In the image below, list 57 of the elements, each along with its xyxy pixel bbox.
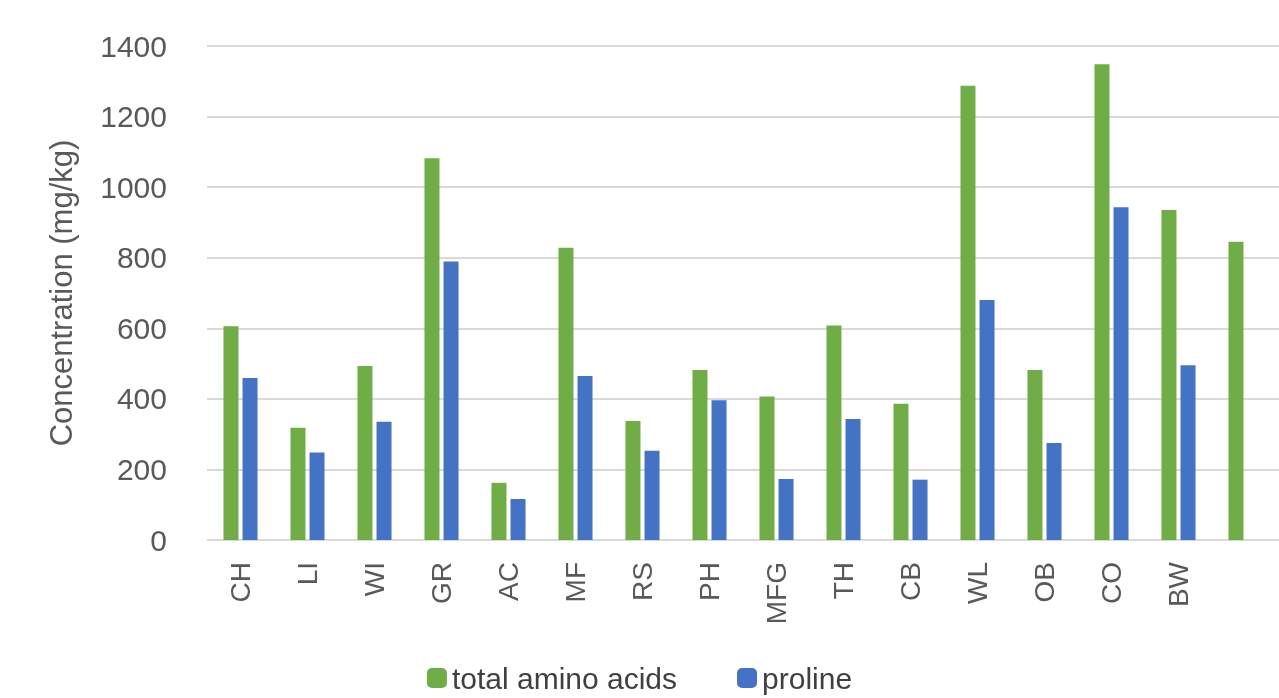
bar [376, 421, 392, 540]
y-tick-label: 1400 [100, 29, 167, 63]
x-tick-label: CH [225, 562, 256, 603]
bar [443, 261, 459, 540]
bar [357, 366, 373, 540]
bar [759, 396, 775, 540]
bar [223, 326, 239, 540]
x-tick-label: OB [1029, 562, 1060, 603]
bar [912, 479, 928, 540]
y-tick-label: 0 [150, 523, 167, 557]
bar [510, 499, 526, 540]
y-tick-label: 800 [116, 241, 167, 275]
bar [778, 478, 794, 540]
bar [309, 452, 325, 540]
y-tick-label: 200 [116, 452, 167, 486]
bar [1027, 369, 1043, 540]
bar [424, 158, 440, 540]
x-tick-label: WI [359, 562, 390, 597]
bar [845, 418, 861, 540]
y-axis-title: Concentration (mg/kg) [44, 139, 79, 447]
bar [242, 378, 258, 540]
x-tick-label: TH [828, 562, 859, 600]
y-tick-label: 1200 [100, 100, 167, 134]
bar [1046, 442, 1062, 540]
bar [692, 369, 708, 540]
bar [893, 403, 909, 540]
bar [1228, 241, 1244, 540]
bar [644, 450, 660, 540]
x-tick-label: PH [694, 562, 725, 601]
legend-label: total amino acids [451, 661, 678, 695]
x-tick-label: MF [560, 562, 591, 603]
bar [711, 400, 727, 540]
y-tick-label: 1000 [100, 170, 167, 204]
bar [1161, 210, 1177, 540]
x-tick-label: BW [1163, 561, 1194, 608]
x-tick-label: AC [493, 562, 524, 601]
bar [1113, 207, 1129, 540]
x-tick-label: GR [426, 562, 457, 604]
bar [577, 375, 593, 540]
bar [625, 421, 641, 540]
x-tick-label: CO [1096, 562, 1127, 604]
bar [979, 300, 995, 540]
legend-label: proline [762, 661, 853, 695]
x-tick-label: RS [627, 562, 658, 601]
bar [1094, 64, 1110, 540]
bar [290, 427, 306, 540]
x-tick-label: LI [292, 562, 323, 586]
bar [1180, 365, 1196, 540]
y-tick-label: 600 [116, 311, 167, 345]
x-tick-label: WL [962, 562, 993, 604]
bar [826, 325, 842, 540]
bar [491, 482, 507, 540]
bar [558, 247, 574, 540]
y-tick-label: 400 [116, 382, 167, 416]
bar [960, 85, 976, 540]
x-tick-label: MFG [761, 562, 792, 625]
x-tick-label: CB [895, 562, 926, 601]
